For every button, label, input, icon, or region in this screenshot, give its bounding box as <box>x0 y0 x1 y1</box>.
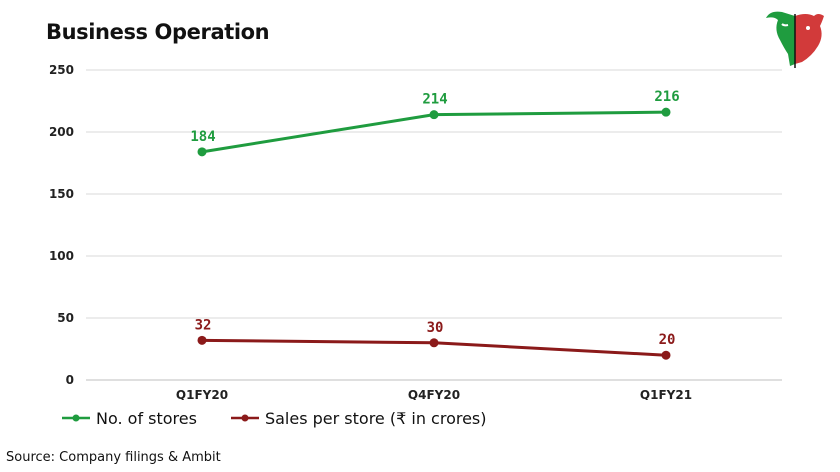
bull-bear-logo <box>766 11 824 68</box>
x-tick-label: Q4FY20 <box>408 388 460 400</box>
data-point <box>197 335 207 345</box>
y-tick-label: 0 <box>66 373 74 387</box>
y-tick-label: 150 <box>49 187 74 201</box>
legend-key-sales <box>230 414 259 422</box>
x-tick-label: Q1FY21 <box>640 388 692 400</box>
data-label: 184 <box>190 129 215 145</box>
data-label: 30 <box>427 320 444 336</box>
chart-title: Business Operation <box>46 20 270 44</box>
legend-key-stores <box>62 414 90 422</box>
line-chart: 0 50 100 150 200 250 Q1FY20 Q4FY20 Q1FY21 184 214 2… <box>49 63 782 400</box>
data-point <box>429 338 439 348</box>
x-tick-label: Q1FY20 <box>176 388 228 400</box>
source-note: Source: Company filings & Ambit <box>6 450 221 465</box>
bear-head-icon <box>795 14 824 64</box>
y-tick-label: 200 <box>49 125 74 139</box>
legend: No. of stores Sales per store (₹ in cror… <box>62 406 487 430</box>
data-label: 32 <box>195 317 212 333</box>
legend-item-stores: No. of stores <box>62 409 197 428</box>
data-label: 20 <box>659 332 676 348</box>
data-point <box>661 350 671 360</box>
data-point <box>197 147 207 157</box>
y-tick-label: 50 <box>57 311 74 325</box>
legend-item-sales: Sales per store (₹ in crores) <box>230 408 487 428</box>
data-label: 216 <box>654 89 679 105</box>
legend-label-sales: Sales per store (₹ in crores) <box>264 408 487 428</box>
y-tick-label: 100 <box>49 249 74 263</box>
y-tick-label: 250 <box>49 63 74 77</box>
data-label: 214 <box>422 92 447 108</box>
data-point <box>429 110 439 120</box>
legend-label-stores: No. of stores <box>96 408 197 428</box>
data-point <box>661 107 671 117</box>
